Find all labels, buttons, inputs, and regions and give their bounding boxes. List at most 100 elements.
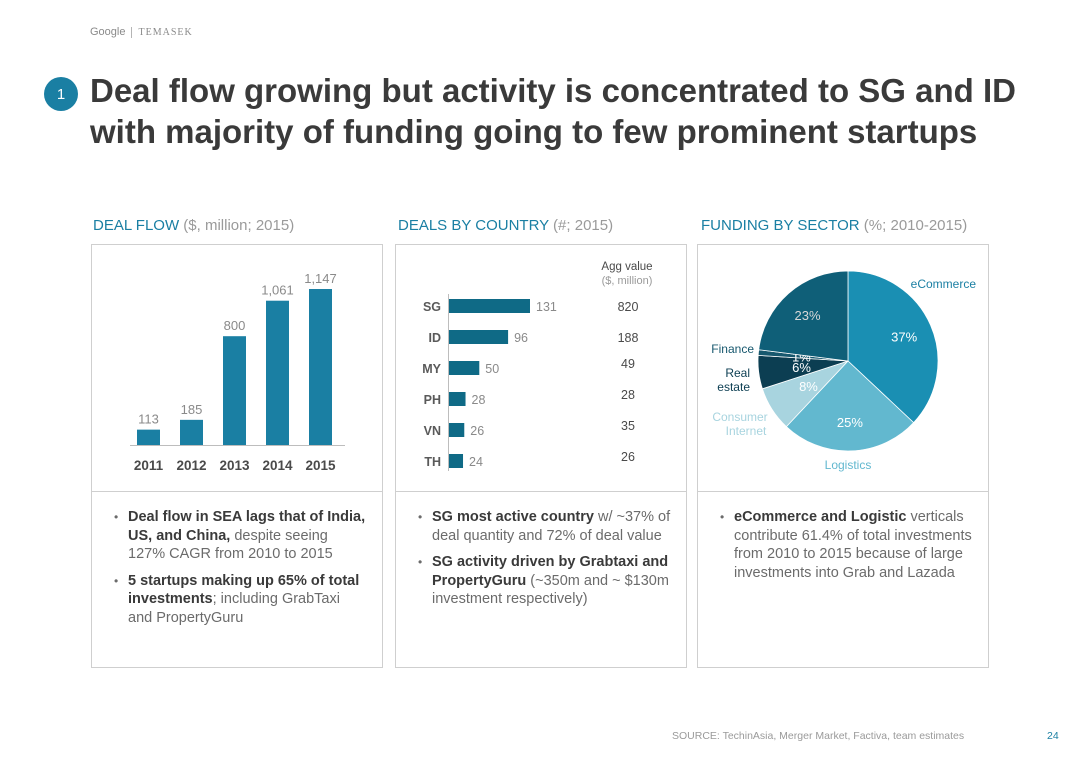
panel-divider <box>396 491 686 492</box>
bullet-bold-text: eCommerce and Logistic <box>734 509 907 525</box>
legend-real-estate-line1: Real <box>725 366 750 380</box>
funding-by-sector-heading: FUNDING BY SECTOR (%; 2010-2015) <box>701 217 967 234</box>
y-tick-label: PH <box>424 393 441 407</box>
agg-value: 188 <box>618 331 639 345</box>
list-item: SG most active country w/ ~37% of deal q… <box>416 508 672 545</box>
legend-consumer-line2: Internet <box>726 424 767 438</box>
google-logo-text: Google <box>90 26 126 38</box>
x-tick-label: 2014 <box>262 458 293 473</box>
bar-value-label: 1,147 <box>304 271 337 286</box>
bullet-text: verticals contribute 61.4% of total inve… <box>734 509 972 581</box>
page-title: Deal flow growing but activity is concen… <box>90 70 1050 152</box>
bar-value-label: 1,061 <box>261 283 294 298</box>
bullet-text: despite seeing 127% CAGR from 2010 to 20… <box>128 527 333 563</box>
deal-flow-title: DEAL FLOW <box>93 217 180 234</box>
bar <box>448 299 530 313</box>
legend-ecommerce: eCommerce <box>911 277 977 291</box>
bullet-text: (~350m and ~ $130m investment respective… <box>432 572 669 608</box>
deal-flow-heading: DEAL FLOW ($, million; 2015) <box>93 217 294 234</box>
x-tick-label: 2015 <box>305 458 336 473</box>
bar <box>223 336 246 445</box>
list-item: SG activity driven by Grabtaxi and Prope… <box>416 553 672 609</box>
bar-value-label: 28 <box>472 393 486 407</box>
bar <box>180 419 203 445</box>
legend-finance: Finance <box>711 342 754 356</box>
agg-value: 49 <box>621 357 635 371</box>
funding-by-sector-chart: 37%25%8%6%1%23%eCommerceFinanceRealestat… <box>711 270 977 472</box>
bar <box>448 392 466 406</box>
bar <box>448 361 480 375</box>
slice-label: 23% <box>795 308 821 323</box>
agg-value-unit: ($, million) <box>602 275 653 287</box>
bar <box>266 300 289 445</box>
legend-real-estate-line2: estate <box>717 380 750 394</box>
x-tick-label: 2012 <box>176 458 206 473</box>
temasek-logo-text: TEMASEK <box>138 26 193 38</box>
list-item: Deal flow in SEA lags that of India, US,… <box>112 508 368 564</box>
bullet-bold-text: SG activity driven by Grabtaxi and Prope… <box>432 554 669 589</box>
brand-logo: Google TEMASEK <box>90 26 193 38</box>
bar-value-label: 113 <box>138 412 159 427</box>
agg-value: 35 <box>621 419 635 433</box>
agg-value: 820 <box>618 300 639 314</box>
agg-value: 28 <box>621 388 635 402</box>
title-line-1: Deal flow growing but activity is concen… <box>90 72 1016 109</box>
y-tick-label: MY <box>422 362 441 376</box>
bar <box>309 289 332 445</box>
funding-by-sector-bullets: eCommerce and Logistic verticals contrib… <box>718 508 974 590</box>
bullet-bold-text: Deal flow in SEA lags that of India, US,… <box>128 509 366 544</box>
bar-value-label: 96 <box>514 331 528 345</box>
bar-value-label: 50 <box>485 362 499 376</box>
deals-by-country-heading: DEALS BY COUNTRY (#; 2015) <box>398 217 613 234</box>
deals-by-country-panel: Agg value ($, million) SG 131 820 ID 96 188 MY 50… <box>395 244 687 668</box>
list-item: eCommerce and Logistic verticals contrib… <box>718 508 974 582</box>
bar <box>448 454 464 468</box>
deals-by-country-chart: Agg value ($, million) SG 131 820 ID 96 188 MY 50… <box>422 261 653 471</box>
pie-slice <box>758 270 849 362</box>
bar <box>137 429 160 445</box>
bar-value-label: 185 <box>181 402 203 417</box>
deal-flow-panel: 113 2011 185 2012 800 2013 1,061 2014 1,147 2015 … <box>91 244 383 668</box>
bullet-text: ; including GrabTaxi and PropertyGuru <box>128 591 340 626</box>
title-line-2: with majority of funding going to few pr… <box>90 113 978 150</box>
bar <box>448 330 509 344</box>
page-number: 24 <box>1047 730 1059 742</box>
deals-by-country-subtitle: (#; 2015) <box>548 217 614 234</box>
pie-slice <box>847 270 939 424</box>
x-tick-label: 2013 <box>219 458 250 473</box>
bullet-bold-text: SG most active country <box>432 509 594 525</box>
agg-value: 26 <box>621 450 635 464</box>
legend-logistics: Logistics <box>825 458 872 472</box>
bar-value-label: 24 <box>469 455 483 469</box>
slice-label: 6% <box>792 360 811 375</box>
section-number-badge: 1 <box>44 77 78 111</box>
list-item: 5 startups making up 65% of total invest… <box>112 572 368 628</box>
agg-value-header: Agg value <box>601 261 652 273</box>
panel-divider <box>92 491 382 492</box>
brand-separator <box>131 26 133 38</box>
y-tick-label: SG <box>423 300 441 314</box>
bullet-bold-text: 5 startups making up 65% of total invest… <box>128 572 360 608</box>
bar-value-label: 26 <box>470 424 484 438</box>
y-tick-label: TH <box>424 455 441 469</box>
pie-slice <box>785 360 915 452</box>
x-tick-label: 2011 <box>134 458 164 473</box>
deals-by-country-title: DEALS BY COUNTRY <box>398 217 549 234</box>
deal-flow-bullets: Deal flow in SEA lags that of India, US,… <box>112 508 368 635</box>
deal-flow-subtitle: ($, million; 2015) <box>179 217 295 234</box>
panel-divider <box>698 491 988 492</box>
bullet-text: w/ ~37% of deal quantity and 72% of deal… <box>432 509 671 544</box>
bar-value-label: 131 <box>536 300 557 314</box>
slice-label: 37% <box>891 330 917 345</box>
slice-label: 8% <box>799 379 818 394</box>
bar <box>448 423 465 437</box>
slice-label: 25% <box>837 415 863 430</box>
funding-by-sector-panel: 37% 25% 8% 6% 1% 23% eCommerce Finance Real estat… <box>697 244 989 668</box>
y-tick-label: ID <box>429 331 442 345</box>
funding-by-sector-title: FUNDING BY SECTOR <box>701 217 860 234</box>
deals-by-country-bullets: SG most active country w/ ~37% of deal q… <box>416 508 672 617</box>
source-note: SOURCE: TechinAsia, Merger Market, Facti… <box>672 730 965 742</box>
funding-by-sector-subtitle: (%; 2010-2015) <box>859 217 968 234</box>
bar-value-label: 800 <box>224 318 246 333</box>
legend-consumer-line1: Consumer <box>712 410 767 424</box>
